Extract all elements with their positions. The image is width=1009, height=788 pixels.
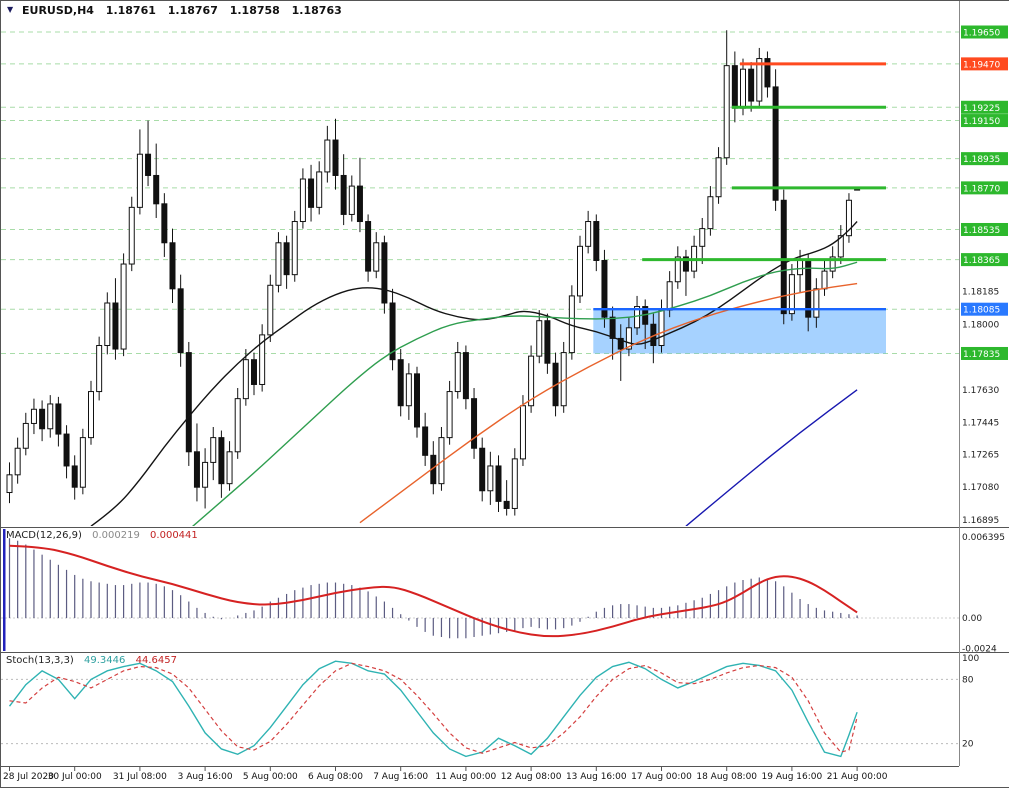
symbol-dropdown-icon[interactable]: ▼ (7, 5, 14, 14)
svg-text:5 Aug 00:00: 5 Aug 00:00 (243, 772, 298, 782)
stoch-label: Stoch(13,3,3) (6, 655, 74, 666)
svg-text:19 Aug 16:00: 19 Aug 16:00 (762, 772, 823, 782)
svg-text:0.006395: 0.006395 (962, 533, 1005, 543)
macd-first-bar (3, 529, 6, 651)
svg-text:17 Aug 00:00: 17 Aug 00:00 (631, 772, 692, 782)
stoch-value-main: 49.3446 (84, 655, 126, 666)
level-lines (642, 62, 886, 262)
svg-text:1.19470: 1.19470 (963, 60, 1000, 70)
svg-text:13 Aug 16:00: 13 Aug 16:00 (566, 772, 627, 782)
svg-text:1.17265: 1.17265 (962, 450, 999, 460)
svg-text:1.19150: 1.19150 (963, 117, 1000, 127)
macd-pane (1, 529, 959, 651)
svg-text:1.18935: 1.18935 (963, 155, 1000, 165)
macd-value-main: 0.000219 (92, 530, 140, 541)
svg-text:12 Aug 08:00: 12 Aug 08:00 (501, 772, 562, 782)
ma-blue (685, 389, 858, 526)
svg-text:7 Aug 16:00: 7 Aug 16:00 (373, 772, 428, 782)
ohlc-close: 1.18763 (291, 4, 342, 17)
panel-separators (1, 1, 1009, 767)
svg-text:1.19225: 1.19225 (963, 104, 1000, 114)
svg-text:6 Aug 08:00: 6 Aug 08:00 (308, 772, 363, 782)
ma-green (192, 261, 858, 526)
svg-text:1.18770: 1.18770 (963, 184, 1000, 194)
svg-text:1.17445: 1.17445 (962, 419, 999, 429)
svg-text:31 Jul 08:00: 31 Jul 08:00 (113, 772, 167, 782)
symbol-timeframe: EURUSD,H4 (22, 4, 94, 17)
ma-black (90, 221, 858, 526)
svg-text:-0.0024: -0.0024 (962, 644, 997, 654)
svg-text:80: 80 (962, 675, 974, 685)
svg-text:1.17630: 1.17630 (962, 386, 999, 396)
svg-text:1.17835: 1.17835 (963, 350, 1000, 360)
svg-text:30 Jul 00:00: 30 Jul 00:00 (48, 772, 102, 782)
macd-value-signal: 0.000441 (150, 530, 198, 541)
svg-text:3 Aug 16:00: 3 Aug 16:00 (178, 772, 233, 782)
stoch-axis-labels: 100 80 20 (962, 654, 979, 750)
price-gridlines (1, 31, 959, 354)
svg-text:1.16895: 1.16895 (962, 516, 999, 526)
svg-text:1.18535: 1.18535 (963, 226, 1000, 236)
price-axis-labels: 1.19650 1.19470 1.19225 1.19150 1.18935 1.187… (961, 25, 1008, 526)
support-zone (593, 309, 886, 354)
svg-text:21 Aug 00:00: 21 Aug 00:00 (827, 772, 888, 782)
svg-text:1.19650: 1.19650 (963, 28, 1000, 38)
ohlc-low: 1.18758 (229, 4, 280, 17)
svg-text:11 Aug 00:00: 11 Aug 00:00 (436, 772, 497, 782)
ma-orange (359, 282, 858, 524)
svg-text:18 Aug 08:00: 18 Aug 08:00 (696, 772, 757, 782)
svg-text:100: 100 (962, 654, 979, 664)
svg-text:0.00: 0.00 (962, 614, 982, 624)
svg-text:1.18365: 1.18365 (963, 256, 1000, 266)
svg-text:1.17080: 1.17080 (962, 483, 999, 493)
svg-text:1.18185: 1.18185 (962, 287, 999, 297)
macd-axis-labels: 0.006395 0.00 -0.0024 (962, 533, 1005, 654)
ohlc-high: 1.18767 (167, 4, 218, 17)
svg-text:20: 20 (962, 740, 974, 750)
ohlc-open: 1.18761 (105, 4, 156, 17)
candles (6, 30, 861, 516)
stoch-pane (1, 660, 959, 758)
chart-header: ▼ EURUSD,H4 1.18761 1.18767 1.18758 1.18… (7, 4, 342, 17)
svg-text:1.18000: 1.18000 (962, 320, 999, 330)
svg-text:28 Jul 2020: 28 Jul 2020 (3, 772, 54, 782)
macd-label: MACD(12,26,9) (6, 530, 82, 541)
macd-label-row: MACD(12,26,9) 0.000219 0.000441 (6, 530, 198, 541)
stoch-label-row: Stoch(13,3,3) 49.3446 44.6457 (6, 655, 177, 666)
stoch-value-signal: 44.6457 (135, 655, 177, 666)
svg-text:1.18085: 1.18085 (963, 306, 1000, 316)
